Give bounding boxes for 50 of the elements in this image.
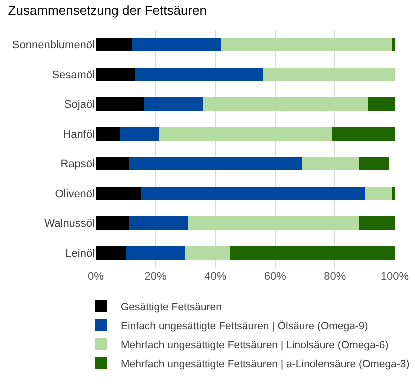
y-tick-label: Sojaöl	[64, 99, 95, 112]
x-tick-label: 100%	[380, 271, 410, 283]
legend-label: Mehrfach ungesättigte Fettsäuren | a-Linolensäure (Omega-3)	[121, 358, 410, 370]
bar	[96, 186, 141, 200]
y-tick-label: Walnussöl	[44, 218, 95, 230]
bar	[96, 157, 129, 171]
bar	[392, 186, 395, 200]
bar	[365, 186, 392, 200]
bar	[96, 216, 129, 230]
bar	[204, 98, 368, 112]
bar	[96, 246, 126, 260]
x-tick-label: 20%	[144, 271, 168, 283]
bar	[158, 127, 332, 141]
bar	[302, 157, 360, 171]
bar	[96, 127, 120, 141]
bar	[230, 246, 395, 260]
legend-label: Einfach ungesättigte Fettsäuren | Ölsäure (Omega-9)	[121, 320, 368, 332]
legend-label: Mehrfach ungesättigte Fettsäuren | Linolsäure (Omega-6)	[121, 339, 389, 352]
bar	[120, 127, 159, 141]
bar	[188, 216, 360, 230]
bar	[368, 98, 395, 112]
y-tick-label: Leinöl	[66, 248, 95, 260]
y-tick-label: Rapsöl	[60, 158, 95, 171]
y-tick-label: Sonnenblumenöl	[12, 40, 95, 52]
y-tick-label: Hanföl	[63, 128, 95, 141]
bar	[96, 38, 132, 52]
bar	[134, 68, 264, 82]
x-tick-label: 60%	[264, 271, 287, 283]
bar	[222, 38, 392, 52]
bar	[359, 216, 395, 230]
y-tick-label: Sesamöl	[52, 69, 95, 82]
bar	[332, 127, 395, 141]
bar	[96, 98, 144, 112]
legend-label: Gesättigte Fettsäuren	[121, 301, 222, 314]
y-tick-label: Olivenöl	[55, 188, 95, 200]
bar	[140, 186, 366, 200]
bar	[263, 68, 395, 82]
x-tick-label: 0%	[88, 271, 104, 283]
x-tick-label: 80%	[324, 271, 346, 283]
bar	[132, 38, 222, 52]
bar	[126, 246, 186, 260]
bar	[359, 157, 390, 171]
bar	[144, 98, 204, 112]
bar	[128, 157, 302, 171]
bar	[96, 68, 135, 82]
bar	[128, 216, 189, 230]
chart-title: Zusammensetzung der Fettsäuren	[8, 2, 208, 18]
x-tick-label: 40%	[204, 271, 227, 283]
bar	[186, 246, 231, 260]
bar	[392, 38, 395, 52]
